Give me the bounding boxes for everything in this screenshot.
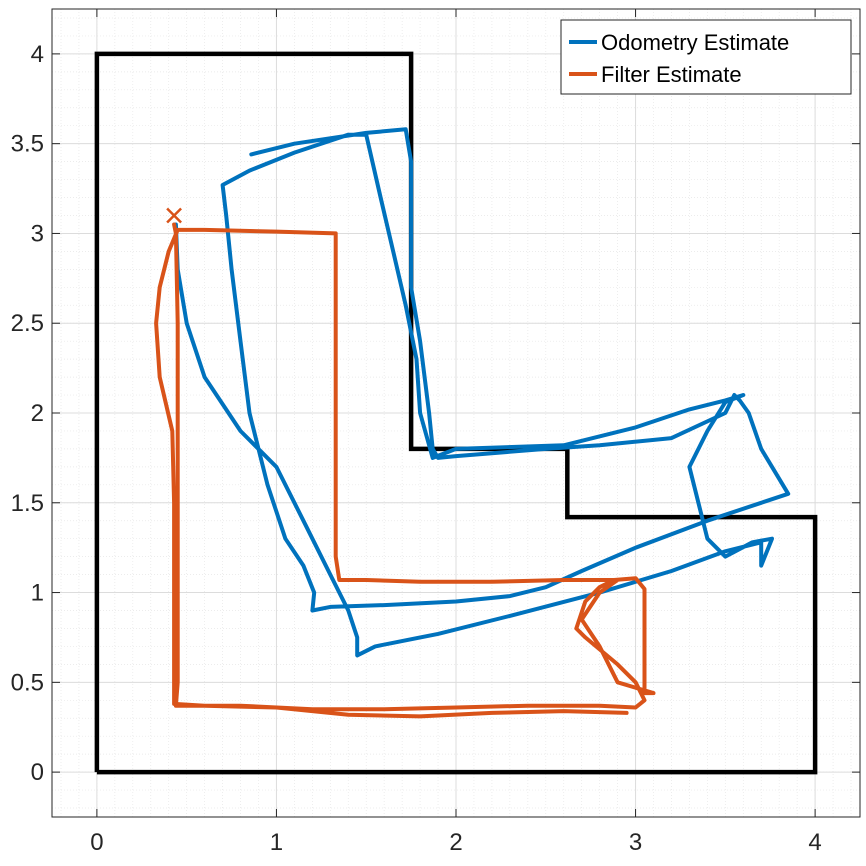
y-tick-label: 3 (31, 220, 44, 247)
x-tick-label: 3 (629, 829, 642, 856)
axes-layer (51, 8, 861, 818)
y-tick-label: 1 (31, 580, 44, 607)
y-tick-label: 4 (31, 41, 44, 68)
series-layer (154, 127, 791, 719)
series-filter-estimate-line (154, 222, 656, 719)
legend-box (560, 19, 852, 95)
y-tick-label: 0.5 (11, 669, 44, 696)
x-tick-label: 4 (808, 829, 821, 856)
x-tick-label: 1 (270, 829, 283, 856)
x-tick-label: 0 (90, 829, 103, 856)
tick-labels: 0 1 2 3 4 0 0.5 1 1.5 2 2.5 3 3.5 4 (11, 41, 822, 856)
legend-label: Odometry Estimate (601, 30, 789, 55)
series-filter-estimate-start-marker (166, 207, 182, 224)
y-tick-label: 2 (31, 400, 44, 427)
y-tick-label: 1.5 (11, 490, 44, 517)
x-tick-label: 2 (449, 829, 462, 856)
y-tick-label: 2.5 (11, 310, 44, 337)
y-tick-label: 3.5 (11, 131, 44, 158)
series-odometry-estimate-line (173, 127, 791, 658)
legend-label: Filter Estimate (601, 62, 742, 87)
legend: Odometry Estimate Filter Estimate (560, 19, 852, 95)
y-tick-label: 0 (31, 759, 44, 786)
